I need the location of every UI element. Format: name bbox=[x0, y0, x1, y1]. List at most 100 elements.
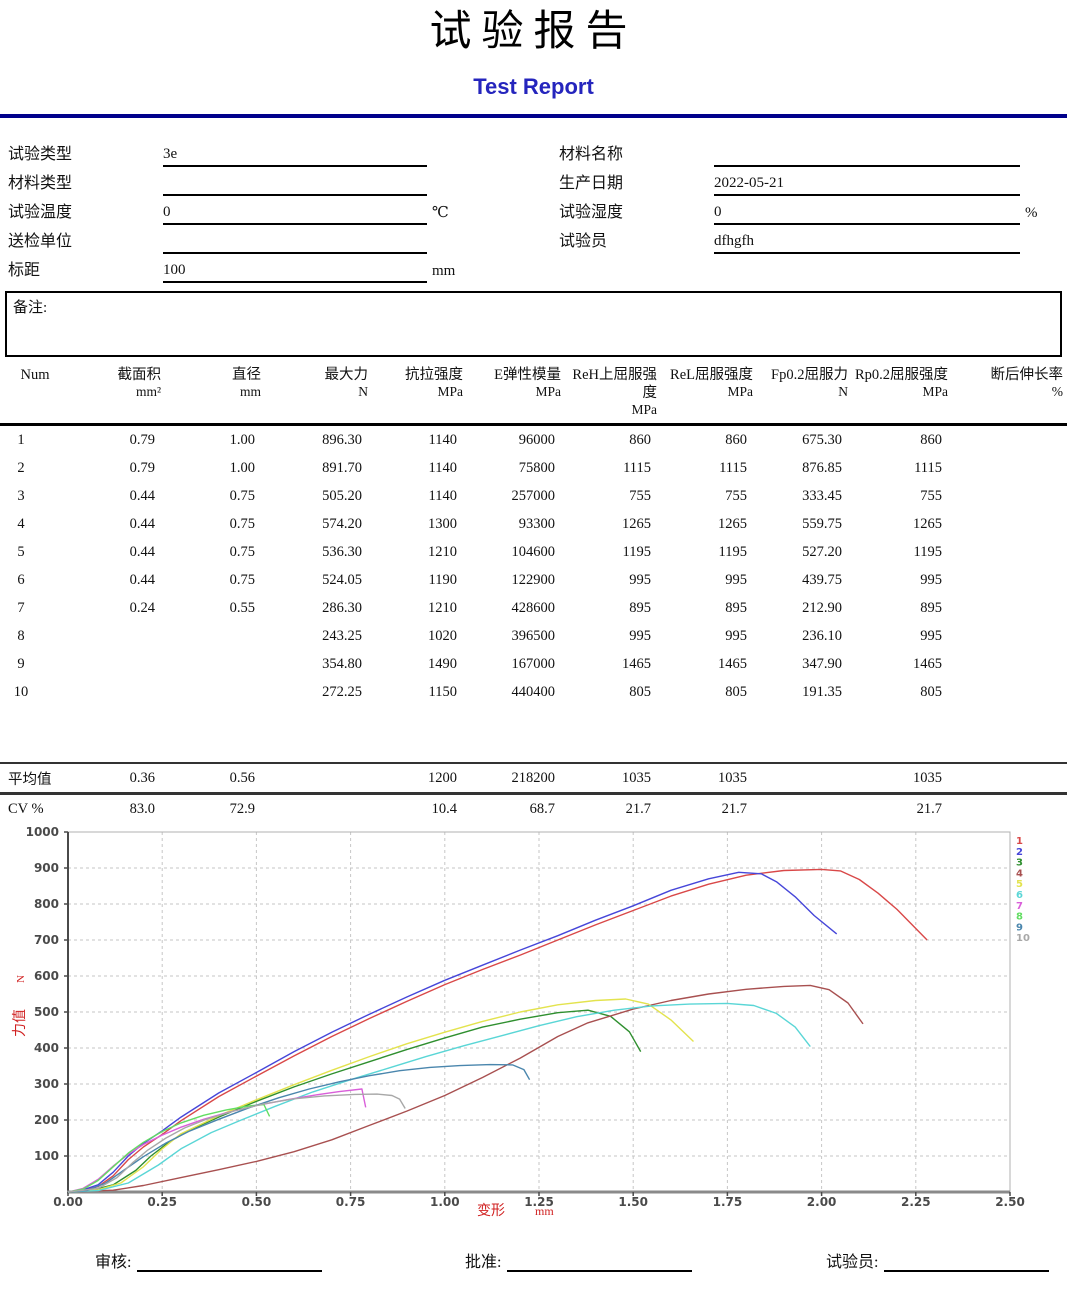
table-cell: 1195 bbox=[622, 543, 651, 560]
review-signature: 审核: bbox=[95, 1248, 323, 1273]
table-cell: 1.00 bbox=[229, 459, 255, 476]
summary-cell bbox=[265, 794, 372, 824]
field-label: 送检单位 bbox=[8, 233, 73, 250]
summary-cell bbox=[757, 763, 852, 796]
info-row: 试验湿度 0 % bbox=[559, 196, 1059, 225]
column-header: 直径 mm bbox=[165, 364, 265, 427]
field-label: 试验类型 bbox=[8, 146, 73, 163]
table-cell: 505.20 bbox=[322, 487, 362, 504]
info-row: 材料名称 bbox=[559, 138, 1059, 167]
x-axis-title: 变形 bbox=[477, 1203, 505, 1217]
tester-signature: 试验员: bbox=[826, 1248, 1050, 1273]
table-cell: 396500 bbox=[511, 627, 556, 644]
field-label: 试验温度 bbox=[8, 204, 73, 221]
field-unit bbox=[1020, 164, 1059, 167]
table-cell: 574.20 bbox=[322, 515, 362, 532]
curve-2 bbox=[67, 871, 838, 1193]
field-label: 试验湿度 bbox=[559, 204, 624, 221]
table-cell: 6 bbox=[17, 571, 25, 588]
remarks-label: 备注: bbox=[13, 300, 48, 316]
table-cell: 122900 bbox=[511, 571, 556, 588]
table-cell bbox=[952, 510, 1067, 538]
column-header: 断后伸长率% bbox=[952, 364, 1067, 427]
table-cell: 3 bbox=[17, 487, 25, 504]
table-row: 8 243.25 1020 396500 995 995 236.10 995 bbox=[0, 622, 1067, 650]
table-cell bbox=[952, 566, 1067, 594]
field-unit: mm bbox=[432, 263, 456, 279]
field-label: 材料类型 bbox=[8, 175, 73, 192]
table-cell: 895 bbox=[629, 599, 651, 616]
table-cell: 354.80 bbox=[322, 655, 362, 672]
x-tick-label: 2.25 bbox=[901, 1195, 931, 1209]
table-cell: 559.75 bbox=[802, 515, 842, 532]
review-signature-line bbox=[137, 1254, 323, 1273]
curve-1 bbox=[67, 868, 928, 1193]
table-cell: 1190 bbox=[428, 571, 457, 588]
table-cell: 1140 bbox=[428, 487, 457, 504]
table-cell bbox=[165, 650, 265, 678]
column-header: 抗拉强度 MPa bbox=[372, 364, 467, 427]
table-cell bbox=[952, 678, 1067, 706]
table-cell: 96000 bbox=[518, 431, 555, 448]
info-row: 试验员 dfhgfh bbox=[559, 225, 1059, 254]
table-cell bbox=[70, 622, 165, 650]
info-section: 试验类型 3e 材料类型 试验温度 0 ℃ 送检单位 标距 100 bbox=[0, 118, 1067, 283]
table-cell: 272.25 bbox=[322, 683, 362, 700]
y-tick-label: 900 bbox=[34, 861, 59, 875]
table-cell: 805 bbox=[920, 683, 942, 700]
summary-cell: 83.0 bbox=[129, 800, 155, 817]
table-cell: 1465 bbox=[622, 655, 651, 672]
field-label: 生产日期 bbox=[559, 175, 624, 192]
info-row: 试验温度 0 ℃ bbox=[8, 196, 466, 225]
title-divider bbox=[0, 114, 1067, 118]
table-row: 7 0.24 0.55 286.30 1210 428600 895 895 212.90 895 bbox=[0, 594, 1067, 622]
y-axis-unit: N bbox=[15, 975, 27, 983]
table-cell bbox=[952, 454, 1067, 482]
column-header: 最大力 N bbox=[265, 364, 372, 427]
y-tick-label: 500 bbox=[34, 1005, 59, 1019]
x-tick-label: 0.50 bbox=[242, 1195, 272, 1209]
table-cell: 7 bbox=[17, 599, 25, 616]
y-tick-label: 100 bbox=[34, 1149, 59, 1163]
table-cell: 995 bbox=[725, 571, 747, 588]
column-header: ReH上屈服强度 MPa bbox=[565, 364, 661, 427]
table-cell: 236.10 bbox=[802, 627, 842, 644]
summary-label: 平均值 bbox=[0, 763, 70, 796]
x-tick-label: 0.75 bbox=[336, 1195, 366, 1209]
table-cell: 895 bbox=[725, 599, 747, 616]
y-tick-label: 300 bbox=[34, 1077, 59, 1091]
summary-cell: 21.7 bbox=[721, 800, 747, 817]
production-date-field: 2022-05-21 bbox=[714, 173, 1020, 196]
table-cell: 191.35 bbox=[802, 683, 842, 700]
table-cell: 104600 bbox=[511, 543, 556, 560]
test-humidity-field: 0 bbox=[714, 202, 1020, 225]
table-cell: 212.90 bbox=[802, 599, 842, 616]
table-cell bbox=[165, 622, 265, 650]
inspection-unit-field bbox=[163, 231, 427, 254]
table-cell: 995 bbox=[920, 571, 942, 588]
table-cell: 1140 bbox=[428, 459, 457, 476]
table-cell: 4 bbox=[17, 515, 25, 532]
table-spacer bbox=[0, 706, 1067, 762]
summary-cell bbox=[952, 763, 1067, 796]
table-cell: 805 bbox=[629, 683, 651, 700]
summary-cell: 21.7 bbox=[916, 800, 942, 817]
test-temperature-field: 0 bbox=[163, 202, 427, 225]
summary-table: 平均值 0.36 0.56 1200 218200 1035 1035 1035 CV % 83.… bbox=[0, 762, 1067, 823]
summary-cell: 0.56 bbox=[165, 763, 265, 796]
table-cell: 347.90 bbox=[802, 655, 842, 672]
table-cell: 428600 bbox=[511, 599, 556, 616]
table-cell bbox=[165, 678, 265, 706]
table-cell: 0.79 bbox=[129, 431, 155, 448]
table-cell: 10 bbox=[13, 683, 29, 700]
table-cell: 1300 bbox=[428, 515, 457, 532]
table-cell: 1465 bbox=[913, 655, 942, 672]
page-subtitle: Test Report bbox=[473, 74, 594, 99]
legend-item-5: 5 bbox=[1016, 879, 1023, 890]
curve-4 bbox=[67, 984, 864, 1193]
table-cell: 1265 bbox=[622, 515, 651, 532]
approve-signature: 批准: bbox=[465, 1248, 693, 1273]
table-cell: 167000 bbox=[511, 655, 556, 672]
x-tick-label: 0.00 bbox=[53, 1195, 83, 1209]
table-row: 1 0.79 1.00 896.30 1140 96000 860 860 675.30 860 bbox=[0, 425, 1067, 455]
